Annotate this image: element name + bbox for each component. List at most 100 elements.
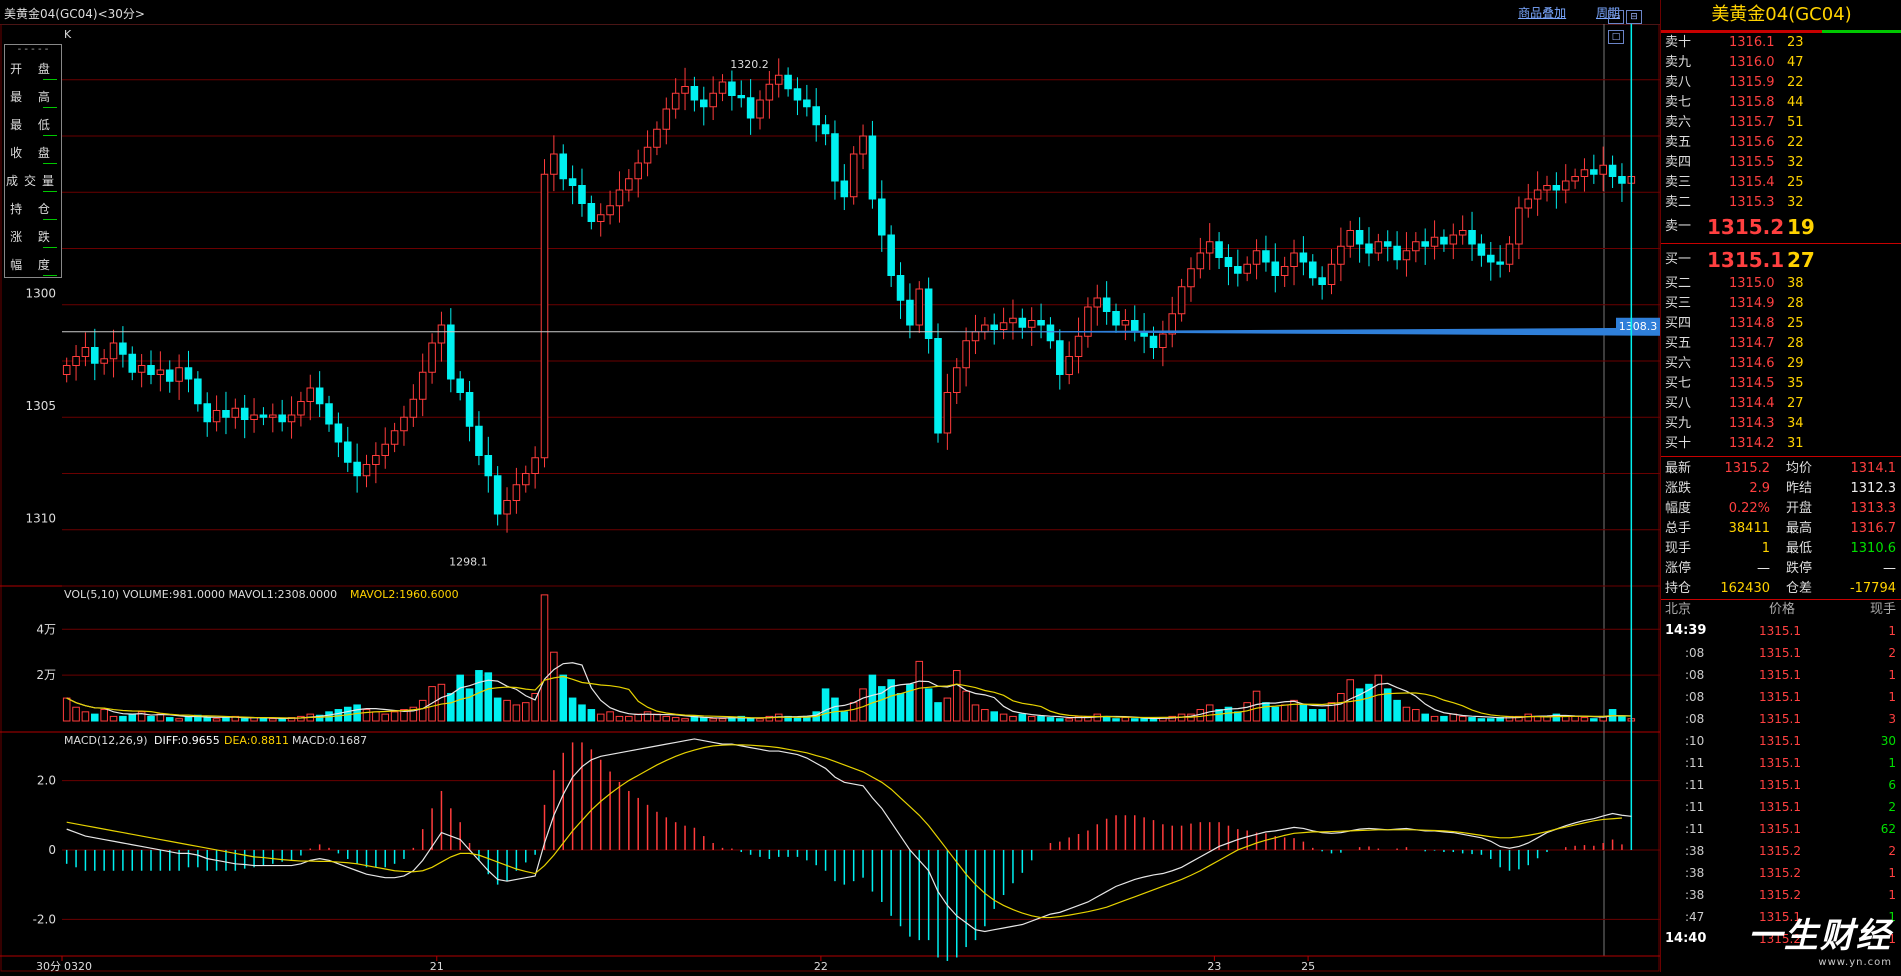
overlay-commodity-link[interactable]: 商品叠加: [1518, 6, 1567, 20]
candle-down: [128, 353, 137, 373]
ask-row[interactable]: 卖七 1315.8 44: [1661, 93, 1901, 113]
candle-down: [91, 347, 99, 364]
ask-row[interactable]: 卖九 1316.0 47: [1661, 53, 1901, 73]
bid-row[interactable]: 买二 1315.0 38: [1661, 274, 1901, 294]
stat-value: 0.22%: [1728, 501, 1770, 516]
stat-label: 昨结: [1786, 481, 1813, 496]
bid-row[interactable]: 买三 1314.9 28: [1661, 294, 1901, 314]
ask-row[interactable]: 卖三 1315.4 25: [1661, 173, 1901, 193]
volume-bar: [625, 715, 633, 722]
bid-row[interactable]: 买七 1314.5 35: [1661, 374, 1901, 394]
chart-area[interactable]: K 1310 1305 1300 1320.2 1298.1 1308.3 4万 2万 VOL(5…: [0, 23, 1660, 973]
tick-row[interactable]: :10 1315.1 30: [1661, 730, 1901, 752]
candle-up: [306, 387, 315, 402]
macd-header-macd: MACD:0.1687: [292, 734, 367, 747]
ask-price: 1315.6: [1729, 135, 1775, 150]
candle-up: [250, 414, 258, 420]
ask-row[interactable]: 卖二 1315.3 32: [1661, 193, 1901, 213]
tick-row[interactable]: :08 1315.1 1: [1661, 686, 1901, 708]
tick-row[interactable]: :47 1315.1 1: [1661, 906, 1901, 928]
candle-up: [1196, 252, 1205, 270]
tick-row[interactable]: :08 1315.1 2: [1661, 642, 1901, 664]
tick-volume: 1: [1888, 866, 1896, 880]
bid-row[interactable]: 买十 1314.2 31: [1661, 434, 1901, 454]
tick-row[interactable]: :38 1315.2 2: [1661, 840, 1901, 862]
candle-up: [1524, 198, 1533, 209]
candle-down: [990, 324, 998, 330]
candle-up: [1074, 335, 1083, 357]
tick-row[interactable]: :11 1315.1 1: [1661, 752, 1901, 774]
candle-down: [184, 367, 193, 380]
ohlc-legend: - - - - - 开 盘 最 高 最 低 收 盘 成交量 持 仓 涨 跌 幅 …: [4, 44, 62, 278]
volume-bar: [662, 715, 671, 722]
stat-label: 最新: [1665, 461, 1692, 476]
tick-row[interactable]: :08 1315.1 1: [1661, 664, 1901, 686]
volume-bar: [1524, 713, 1533, 722]
ask-row[interactable]: 卖八 1315.9 22: [1661, 73, 1901, 93]
candle-down: [343, 441, 352, 463]
candle-up: [212, 410, 221, 423]
tick-row[interactable]: 14:40 1315.2 1: [1661, 928, 1901, 950]
candle-down: [1468, 230, 1476, 245]
ask-row[interactable]: 卖一 1315.2 19: [1661, 213, 1901, 241]
bid-price: 1314.6: [1729, 356, 1775, 371]
volume-bar: [1412, 709, 1420, 722]
tick-row[interactable]: 14:39 1315.1 1: [1661, 620, 1901, 642]
ask-row[interactable]: 卖十 1316.1 23: [1661, 33, 1901, 53]
volume-bar: [475, 670, 483, 722]
tick-row[interactable]: :11 1315.1 6: [1661, 774, 1901, 796]
tick-volume: 1: [1888, 932, 1896, 946]
volume-bar: [1243, 702, 1251, 722]
bid-row[interactable]: 买四 1314.8 25: [1661, 314, 1901, 334]
ask-row[interactable]: 卖四 1315.5 32: [1661, 153, 1901, 173]
ask-row[interactable]: 卖五 1315.6 22: [1661, 133, 1901, 153]
volume-bar: [1552, 713, 1561, 722]
maximize-icon[interactable]: □: [1608, 30, 1624, 44]
period-link[interactable]: 周期: [1595, 6, 1620, 20]
volume-bar: [578, 704, 586, 722]
bid-row[interactable]: 买一 1315.1 27: [1661, 246, 1901, 274]
bid-row[interactable]: 买九 1314.3 34: [1661, 414, 1901, 434]
volume-bar: [372, 711, 380, 722]
tick-row[interactable]: :11 1315.1 2: [1661, 796, 1901, 818]
candle-down: [924, 288, 933, 339]
tick-price: 1315.1: [1759, 646, 1801, 660]
tile-icon[interactable]: ⊟: [1626, 10, 1642, 24]
stat-value: —: [1883, 561, 1896, 576]
bid-label: 买八: [1665, 396, 1692, 411]
bid-price: 1315.1: [1707, 248, 1785, 272]
restore-icon[interactable]: ▭: [1608, 10, 1624, 24]
ask-row[interactable]: 卖六 1315.7 51: [1661, 113, 1901, 133]
volume-bar: [1121, 717, 1130, 722]
tick-row[interactable]: :38 1315.2 1: [1661, 884, 1901, 906]
candle-up: [156, 369, 165, 375]
bid-row[interactable]: 买八 1314.4 27: [1661, 394, 1901, 414]
candle-up: [952, 367, 961, 393]
tick-list[interactable]: 14:39 1315.1 1:08 1315.1 2:08 1315.1 1:08 1315.…: [1661, 620, 1901, 950]
candle-down: [831, 133, 839, 182]
candle-up: [409, 398, 418, 418]
bid-row[interactable]: 买五 1314.7 28: [1661, 334, 1901, 354]
tick-volume: 1: [1888, 888, 1896, 902]
bid-price: 1314.7: [1729, 336, 1775, 351]
volume-bar: [512, 704, 521, 722]
volume-header-mavol2: MAVOL2:1960.6000: [350, 588, 459, 601]
tick-volume: 6: [1888, 778, 1896, 792]
volume-bar: [550, 651, 558, 722]
volume-bar: [100, 709, 108, 722]
tick-row[interactable]: :11 1315.1 62: [1661, 818, 1901, 840]
bid-row[interactable]: 买六 1314.6 29: [1661, 354, 1901, 374]
tick-row[interactable]: :38 1315.2 1: [1661, 862, 1901, 884]
candle-up: [681, 86, 689, 94]
volume-bar: [1327, 702, 1336, 722]
x-tick-label: 23: [1207, 960, 1221, 972]
chart-title: 美黄金04(GC04)<30分>: [4, 7, 145, 21]
tick-row[interactable]: :08 1315.1 3: [1661, 708, 1901, 730]
watermark-main: 一生财经: [1748, 916, 1892, 956]
candle-down: [1365, 243, 1373, 254]
chart-canvas[interactable]: K 1310 1305 1300 1320.2 1298.1 1308.3 4万 2万 VOL(5…: [0, 23, 1660, 973]
candle-up: [1533, 189, 1542, 200]
tick-volume: 1: [1888, 756, 1896, 770]
candle-down: [1234, 266, 1242, 274]
bid-label: 买二: [1665, 276, 1692, 291]
